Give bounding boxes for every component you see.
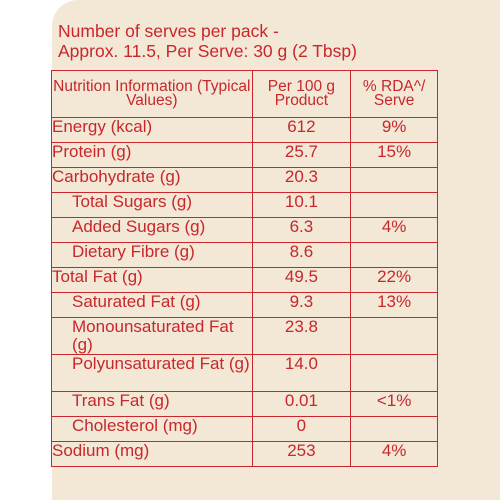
nutrient-name: Energy (kcal) bbox=[51, 117, 253, 143]
nutrient-name: Monounsaturated Fat (g) bbox=[51, 317, 253, 355]
rda-value bbox=[350, 416, 438, 442]
per-100g-value: 14.0 bbox=[251, 354, 352, 392]
per-100g-value: 20.3 bbox=[251, 167, 352, 193]
rda-value bbox=[350, 242, 438, 268]
per-100g-value: 25.7 bbox=[251, 142, 352, 168]
rda-value: 22% bbox=[350, 267, 438, 293]
nutrient-name: Carbohydrate (g) bbox=[51, 167, 253, 193]
table-row: Dietary Fibre (g) 8.6 bbox=[51, 242, 438, 268]
per-100g-value: 23.8 bbox=[251, 317, 352, 355]
table-header-row: Nutrition Information (Typical Values) P… bbox=[51, 70, 438, 118]
header-rda-per-serve: % RDA^/ Serve bbox=[350, 70, 438, 118]
table-row: Trans Fat (g) 0.01 <1% bbox=[51, 391, 438, 417]
table-row: Total Fat (g) 49.5 22% bbox=[51, 267, 438, 293]
nutrient-name: Saturated Fat (g) bbox=[51, 292, 253, 318]
rda-value: 4% bbox=[350, 441, 438, 467]
per-100g-value: 8.6 bbox=[251, 242, 352, 268]
nutrient-name: Sodium (mg) bbox=[51, 441, 253, 467]
nutrition-table: Nutrition Information (Typical Values) P… bbox=[51, 70, 438, 467]
nutrient-name: Protein (g) bbox=[51, 142, 253, 168]
per-100g-value: 0.01 bbox=[251, 391, 352, 417]
table-row: Sodium (mg) 253 4% bbox=[51, 441, 438, 467]
nutrient-name: Added Sugars (g) bbox=[51, 217, 253, 243]
table-row: Polyunsaturated Fat (g) 14.0 bbox=[51, 354, 438, 392]
rda-value bbox=[350, 167, 438, 193]
table-row: Carbohydrate (g) 20.3 bbox=[51, 167, 438, 193]
per-100g-value: 6.3 bbox=[251, 217, 352, 243]
table-row: Cholesterol (mg) 0 bbox=[51, 416, 438, 442]
header-per-100g: Per 100 g Product bbox=[251, 70, 352, 118]
per-100g-value: 0 bbox=[251, 416, 352, 442]
nutrient-name: Polyunsaturated Fat (g) bbox=[51, 354, 253, 392]
rda-value: 13% bbox=[350, 292, 438, 318]
per-100g-value: 253 bbox=[251, 441, 352, 467]
serves-line-2: Approx. 11.5, Per Serve: 30 g (2 Tbsp) bbox=[58, 41, 357, 61]
table-row: Total Sugars (g) 10.1 bbox=[51, 192, 438, 218]
table-row: Protein (g) 25.7 15% bbox=[51, 142, 438, 168]
nutrient-name: Cholesterol (mg) bbox=[51, 416, 253, 442]
rda-value bbox=[350, 317, 438, 355]
nutrient-name: Total Sugars (g) bbox=[51, 192, 253, 218]
nutrient-name: Dietary Fibre (g) bbox=[51, 242, 253, 268]
rda-value: <1% bbox=[350, 391, 438, 417]
rda-value: 4% bbox=[350, 217, 438, 243]
table-row: Monounsaturated Fat (g) 23.8 bbox=[51, 317, 438, 355]
header-nutrition-information: Nutrition Information (Typical Values) bbox=[51, 70, 253, 118]
nutrient-name: Trans Fat (g) bbox=[51, 391, 253, 417]
serves-info: Number of serves per pack - Approx. 11.5… bbox=[58, 21, 357, 61]
serves-line-1: Number of serves per pack - bbox=[58, 21, 279, 41]
per-100g-value: 49.5 bbox=[251, 267, 352, 293]
table-row: Added Sugars (g) 6.3 4% bbox=[51, 217, 438, 243]
per-100g-value: 10.1 bbox=[251, 192, 352, 218]
table-row: Energy (kcal) 612 9% bbox=[51, 117, 438, 143]
rda-value: 9% bbox=[350, 117, 438, 143]
table-row: Saturated Fat (g) 9.3 13% bbox=[51, 292, 438, 318]
per-100g-value: 612 bbox=[251, 117, 352, 143]
per-100g-value: 9.3 bbox=[251, 292, 352, 318]
nutrient-name: Total Fat (g) bbox=[51, 267, 253, 293]
rda-value: 15% bbox=[350, 142, 438, 168]
rda-value bbox=[350, 354, 438, 392]
rda-value bbox=[350, 192, 438, 218]
